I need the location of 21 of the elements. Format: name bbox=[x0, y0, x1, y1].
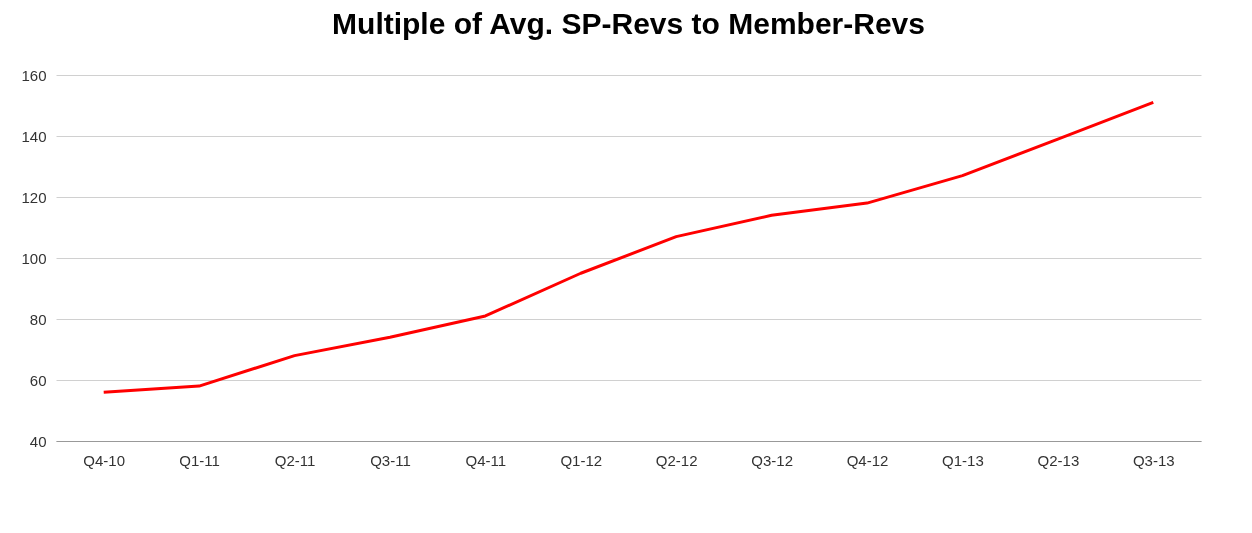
line-series bbox=[102, 100, 1155, 394]
y-tick-label: 100 bbox=[21, 249, 47, 267]
chart-title: Multiple of Avg. SP-Revs to Member-Revs bbox=[332, 7, 925, 40]
y-tick-label: 80 bbox=[29, 310, 47, 328]
x-tick-label: Q1-13 bbox=[942, 451, 984, 469]
y-tick-label: 160 bbox=[21, 66, 47, 84]
y-tick-label: 120 bbox=[21, 188, 47, 206]
x-tick-label: Q2-11 bbox=[274, 451, 316, 469]
x-tick-label: Q3-11 bbox=[370, 451, 411, 469]
y-tick-label: 60 bbox=[29, 371, 47, 389]
x-tick-label: Q3-13 bbox=[1132, 451, 1175, 469]
x-tick-label: Q3-12 bbox=[751, 451, 793, 469]
x-tick-label: Q2-13 bbox=[1037, 451, 1080, 469]
y-tick-label: 40 bbox=[29, 432, 47, 450]
x-tick-label: Q1-11 bbox=[179, 451, 220, 469]
x-tick-label: Q2-12 bbox=[655, 451, 698, 469]
x-tick-label: Q1-12 bbox=[560, 451, 603, 469]
x-tick-label: Q4-11 bbox=[465, 451, 507, 469]
x-tick-label: Q4-10 bbox=[83, 451, 126, 469]
x-tick-label: Q4-12 bbox=[846, 451, 889, 469]
y-tick-label: 140 bbox=[21, 127, 47, 145]
